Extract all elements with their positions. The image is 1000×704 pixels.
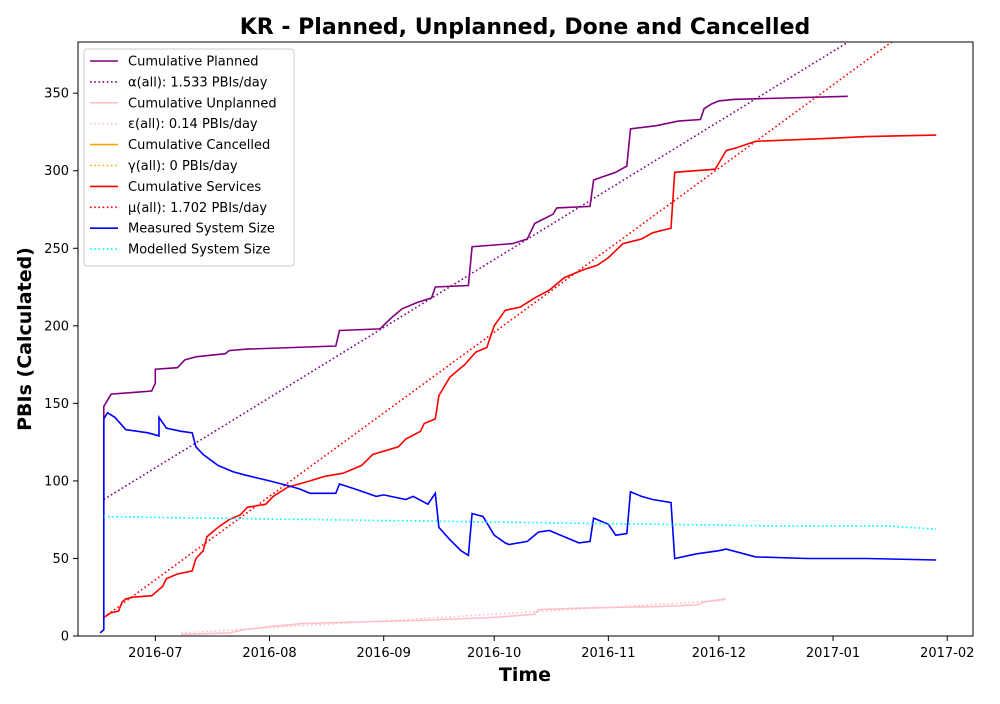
legend-label: Measured System Size <box>128 222 275 237</box>
legend-label: Cumulative Planned <box>128 55 258 70</box>
x-tick-label: 2016-09 <box>357 646 411 661</box>
series-line-2 <box>181 598 727 636</box>
series-line-8 <box>99 411 937 634</box>
x-tick-label: 2016-11 <box>581 646 635 661</box>
x-tick-label: 2017-02 <box>920 646 974 661</box>
legend-label: Cumulative Unplanned <box>128 96 277 111</box>
plot-area <box>99 42 937 636</box>
chart-title: KR - Planned, Unplanned, Done and Cancel… <box>240 15 811 40</box>
x-tick-label: 2017-01 <box>806 646 860 661</box>
y-tick-label: 100 <box>44 474 69 489</box>
legend-label: μ(all): 1.702 PBIs/day <box>128 201 267 216</box>
legend-label: α(all): 1.533 PBIs/day <box>128 75 268 90</box>
y-axis-label: PBIs (Calculated) <box>14 247 36 431</box>
legend-label: Modelled System Size <box>128 243 270 258</box>
x-tick-label: 2016-10 <box>467 646 521 661</box>
legend-label: γ(all): 0 PBIs/day <box>128 159 238 174</box>
y-tick-label: 300 <box>44 164 69 179</box>
y-tick-label: 200 <box>44 319 69 334</box>
axis-ticks: 2016-07 2016-08 2016-09 2016-10 2016-11 2016-… <box>44 87 974 661</box>
legend-label: Cumulative Services <box>128 180 261 195</box>
x-tick-label: 2016-08 <box>242 646 296 661</box>
legend: Cumulative Planned α(all): 1.533 PBIs/day… <box>83 48 295 267</box>
y-tick-label: 50 <box>52 552 69 567</box>
x-tick-label: 2016-07 <box>128 646 182 661</box>
series-line-9 <box>103 515 937 530</box>
legend-box <box>83 48 295 267</box>
y-tick-label: 350 <box>44 87 69 102</box>
y-tick-label: 250 <box>44 242 69 257</box>
series-line-7 <box>103 42 894 619</box>
series-line-0 <box>103 95 848 500</box>
y-tick-label: 0 <box>61 630 69 645</box>
legend-label: ε(all): 0.14 PBIs/day <box>128 117 258 132</box>
x-axis-label: Time <box>499 664 551 686</box>
legend-label: Cumulative Cancelled <box>128 138 270 153</box>
series-line-1 <box>103 42 850 501</box>
y-tick-label: 150 <box>44 397 69 412</box>
plot-frame <box>77 41 974 637</box>
series-line-3 <box>181 599 727 634</box>
series-line-6 <box>103 134 937 619</box>
x-tick-label: 2016-12 <box>692 646 746 661</box>
